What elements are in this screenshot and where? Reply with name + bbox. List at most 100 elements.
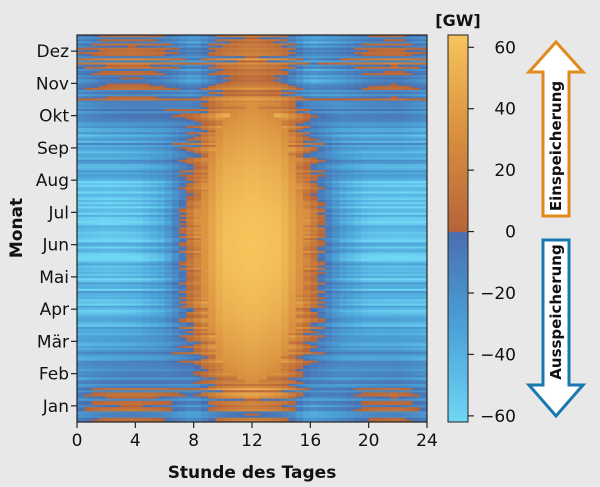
heatmap-cell bbox=[419, 98, 428, 101]
heatmap-cell bbox=[244, 134, 253, 137]
heatmap-cell bbox=[179, 227, 187, 230]
heatmap-cell bbox=[419, 227, 428, 230]
heatmap-cell bbox=[266, 227, 275, 230]
heatmap-cell bbox=[106, 227, 114, 230]
heatmap-cell bbox=[266, 56, 275, 59]
heatmap-cell bbox=[113, 153, 122, 156]
heatmap-cell bbox=[419, 113, 428, 116]
heatmap-cell bbox=[120, 83, 129, 87]
heatmap-cell bbox=[273, 115, 282, 118]
heatmap-cell bbox=[397, 94, 406, 97]
heatmap-cell bbox=[135, 111, 144, 114]
heatmap-cell bbox=[91, 174, 100, 178]
heatmap-cell bbox=[77, 206, 85, 209]
heatmap-row bbox=[77, 185, 428, 188]
heatmap-cell bbox=[252, 66, 260, 70]
heatmap-cell bbox=[354, 87, 362, 91]
heatmap-cell bbox=[142, 197, 151, 201]
heatmap-cell bbox=[120, 189, 129, 192]
heatmap-cell bbox=[200, 161, 209, 165]
heatmap-cell bbox=[149, 161, 158, 165]
heatmap-cell bbox=[412, 89, 421, 93]
heatmap-cell bbox=[98, 138, 107, 142]
heatmap-cell bbox=[383, 115, 391, 118]
heatmap-cell bbox=[281, 125, 289, 129]
heatmap-cell bbox=[142, 87, 151, 91]
heatmap-cell bbox=[346, 140, 355, 144]
heatmap-cell bbox=[397, 111, 406, 114]
heatmap-cell bbox=[135, 132, 144, 135]
heatmap-cell bbox=[98, 41, 107, 44]
heatmap-cell bbox=[295, 136, 304, 140]
heatmap-cell bbox=[346, 164, 355, 167]
heatmap-cell bbox=[244, 60, 253, 63]
heatmap-cell bbox=[171, 164, 180, 167]
heatmap-cell bbox=[77, 149, 85, 152]
heatmap-cell bbox=[113, 218, 122, 222]
heatmap-cell bbox=[405, 132, 413, 135]
heatmap-cell bbox=[84, 70, 92, 74]
heatmap-cell bbox=[390, 37, 399, 40]
heatmap-cell bbox=[346, 138, 355, 142]
heatmap-cell bbox=[222, 151, 231, 154]
heatmap-cell bbox=[259, 87, 267, 91]
heatmap-cell bbox=[281, 96, 289, 99]
heatmap-cell bbox=[128, 96, 136, 99]
heatmap-cell bbox=[179, 212, 187, 216]
heatmap-cell bbox=[237, 106, 246, 110]
heatmap-cell bbox=[303, 212, 311, 216]
heatmap-cell bbox=[288, 94, 297, 97]
heatmap-cell bbox=[230, 49, 238, 53]
heatmap-cell bbox=[368, 68, 377, 72]
heatmap-cell bbox=[405, 155, 413, 159]
heatmap-cell bbox=[84, 37, 92, 40]
heatmap-cell bbox=[390, 119, 399, 123]
heatmap-cell bbox=[405, 180, 413, 184]
heatmap-cell bbox=[346, 102, 355, 106]
heatmap-cell bbox=[303, 170, 311, 173]
heatmap-cell bbox=[346, 119, 355, 123]
heatmap-cell bbox=[135, 212, 144, 216]
heatmap-cell bbox=[91, 121, 100, 125]
heatmap-cell bbox=[288, 166, 297, 169]
heatmap-cell bbox=[106, 185, 114, 188]
heatmap-cell bbox=[91, 35, 100, 38]
heatmap-cell bbox=[244, 62, 253, 65]
heatmap-cell bbox=[237, 155, 246, 159]
heatmap-cell bbox=[317, 199, 326, 203]
heatmap-cell bbox=[244, 94, 253, 97]
heatmap-cell bbox=[281, 64, 289, 68]
heatmap-cell bbox=[361, 142, 370, 146]
heatmap-cell bbox=[346, 70, 355, 74]
heatmap-cell bbox=[295, 130, 304, 133]
heatmap-cell bbox=[397, 153, 406, 156]
heatmap-cell bbox=[339, 41, 348, 44]
heatmap-cell bbox=[288, 140, 297, 144]
heatmap-cell bbox=[128, 56, 136, 59]
heatmap-cell bbox=[324, 75, 333, 78]
heatmap-cell bbox=[273, 233, 282, 237]
heatmap-cell bbox=[157, 128, 165, 131]
heatmap-cell bbox=[208, 229, 216, 233]
heatmap-cell bbox=[222, 100, 231, 104]
heatmap-cell bbox=[77, 39, 85, 42]
heatmap-cell bbox=[317, 140, 326, 144]
heatmap-cell bbox=[368, 178, 377, 182]
heatmap-cell bbox=[106, 204, 114, 207]
heatmap-cell bbox=[193, 83, 202, 87]
heatmap-cell bbox=[106, 117, 114, 120]
heatmap-cell bbox=[230, 56, 238, 59]
heatmap-cell bbox=[295, 164, 304, 167]
heatmap-cell bbox=[157, 159, 165, 163]
heatmap-cell bbox=[222, 153, 231, 156]
heatmap-cell bbox=[193, 195, 202, 199]
heatmap-cell bbox=[149, 221, 158, 224]
heatmap-cell bbox=[244, 180, 253, 184]
heatmap-cell bbox=[179, 85, 187, 89]
heatmap-cell bbox=[383, 68, 391, 72]
heatmap-cell bbox=[120, 218, 129, 222]
heatmap-cell bbox=[237, 199, 246, 203]
heatmap-cell bbox=[157, 185, 165, 188]
heatmap-cell bbox=[142, 117, 151, 120]
heatmap-cell bbox=[164, 100, 173, 104]
